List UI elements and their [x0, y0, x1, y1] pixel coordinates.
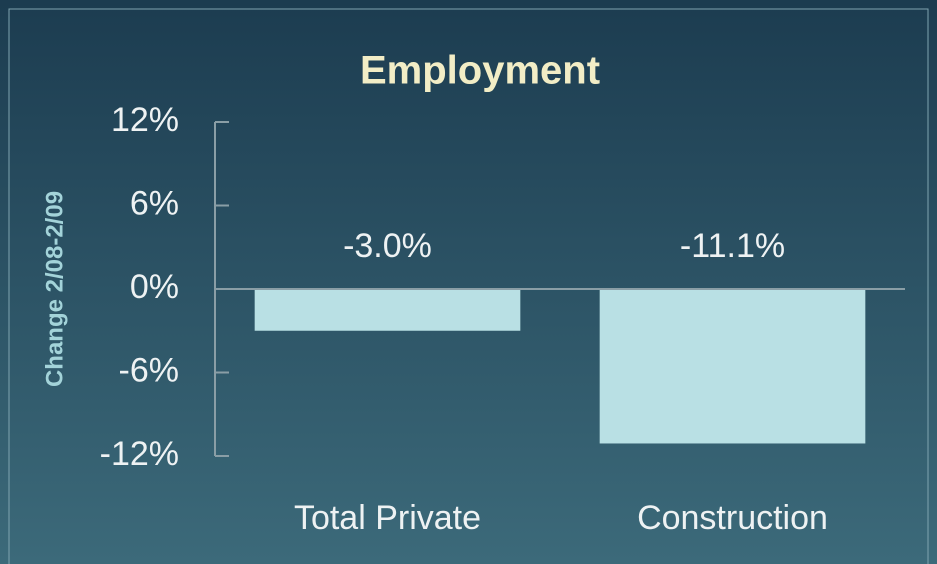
frame [8, 8, 929, 564]
y-tick-label: -6% [119, 351, 179, 389]
chart-title: Employment [360, 49, 600, 93]
y-axis-label: Change 2/08-2/09 [41, 191, 68, 387]
value-label: -3.0% [343, 227, 432, 265]
y-tick-label: 6% [130, 184, 179, 222]
bar [599, 289, 866, 444]
y-tick-label: 12% [111, 101, 179, 139]
x-tick-label: Construction [637, 499, 828, 537]
bar [254, 289, 521, 331]
y-tick-label: -12% [100, 435, 179, 473]
value-label: -11.1% [680, 227, 785, 265]
x-tick-label: Total Private [294, 499, 481, 537]
y-tick-label: 0% [130, 268, 179, 306]
